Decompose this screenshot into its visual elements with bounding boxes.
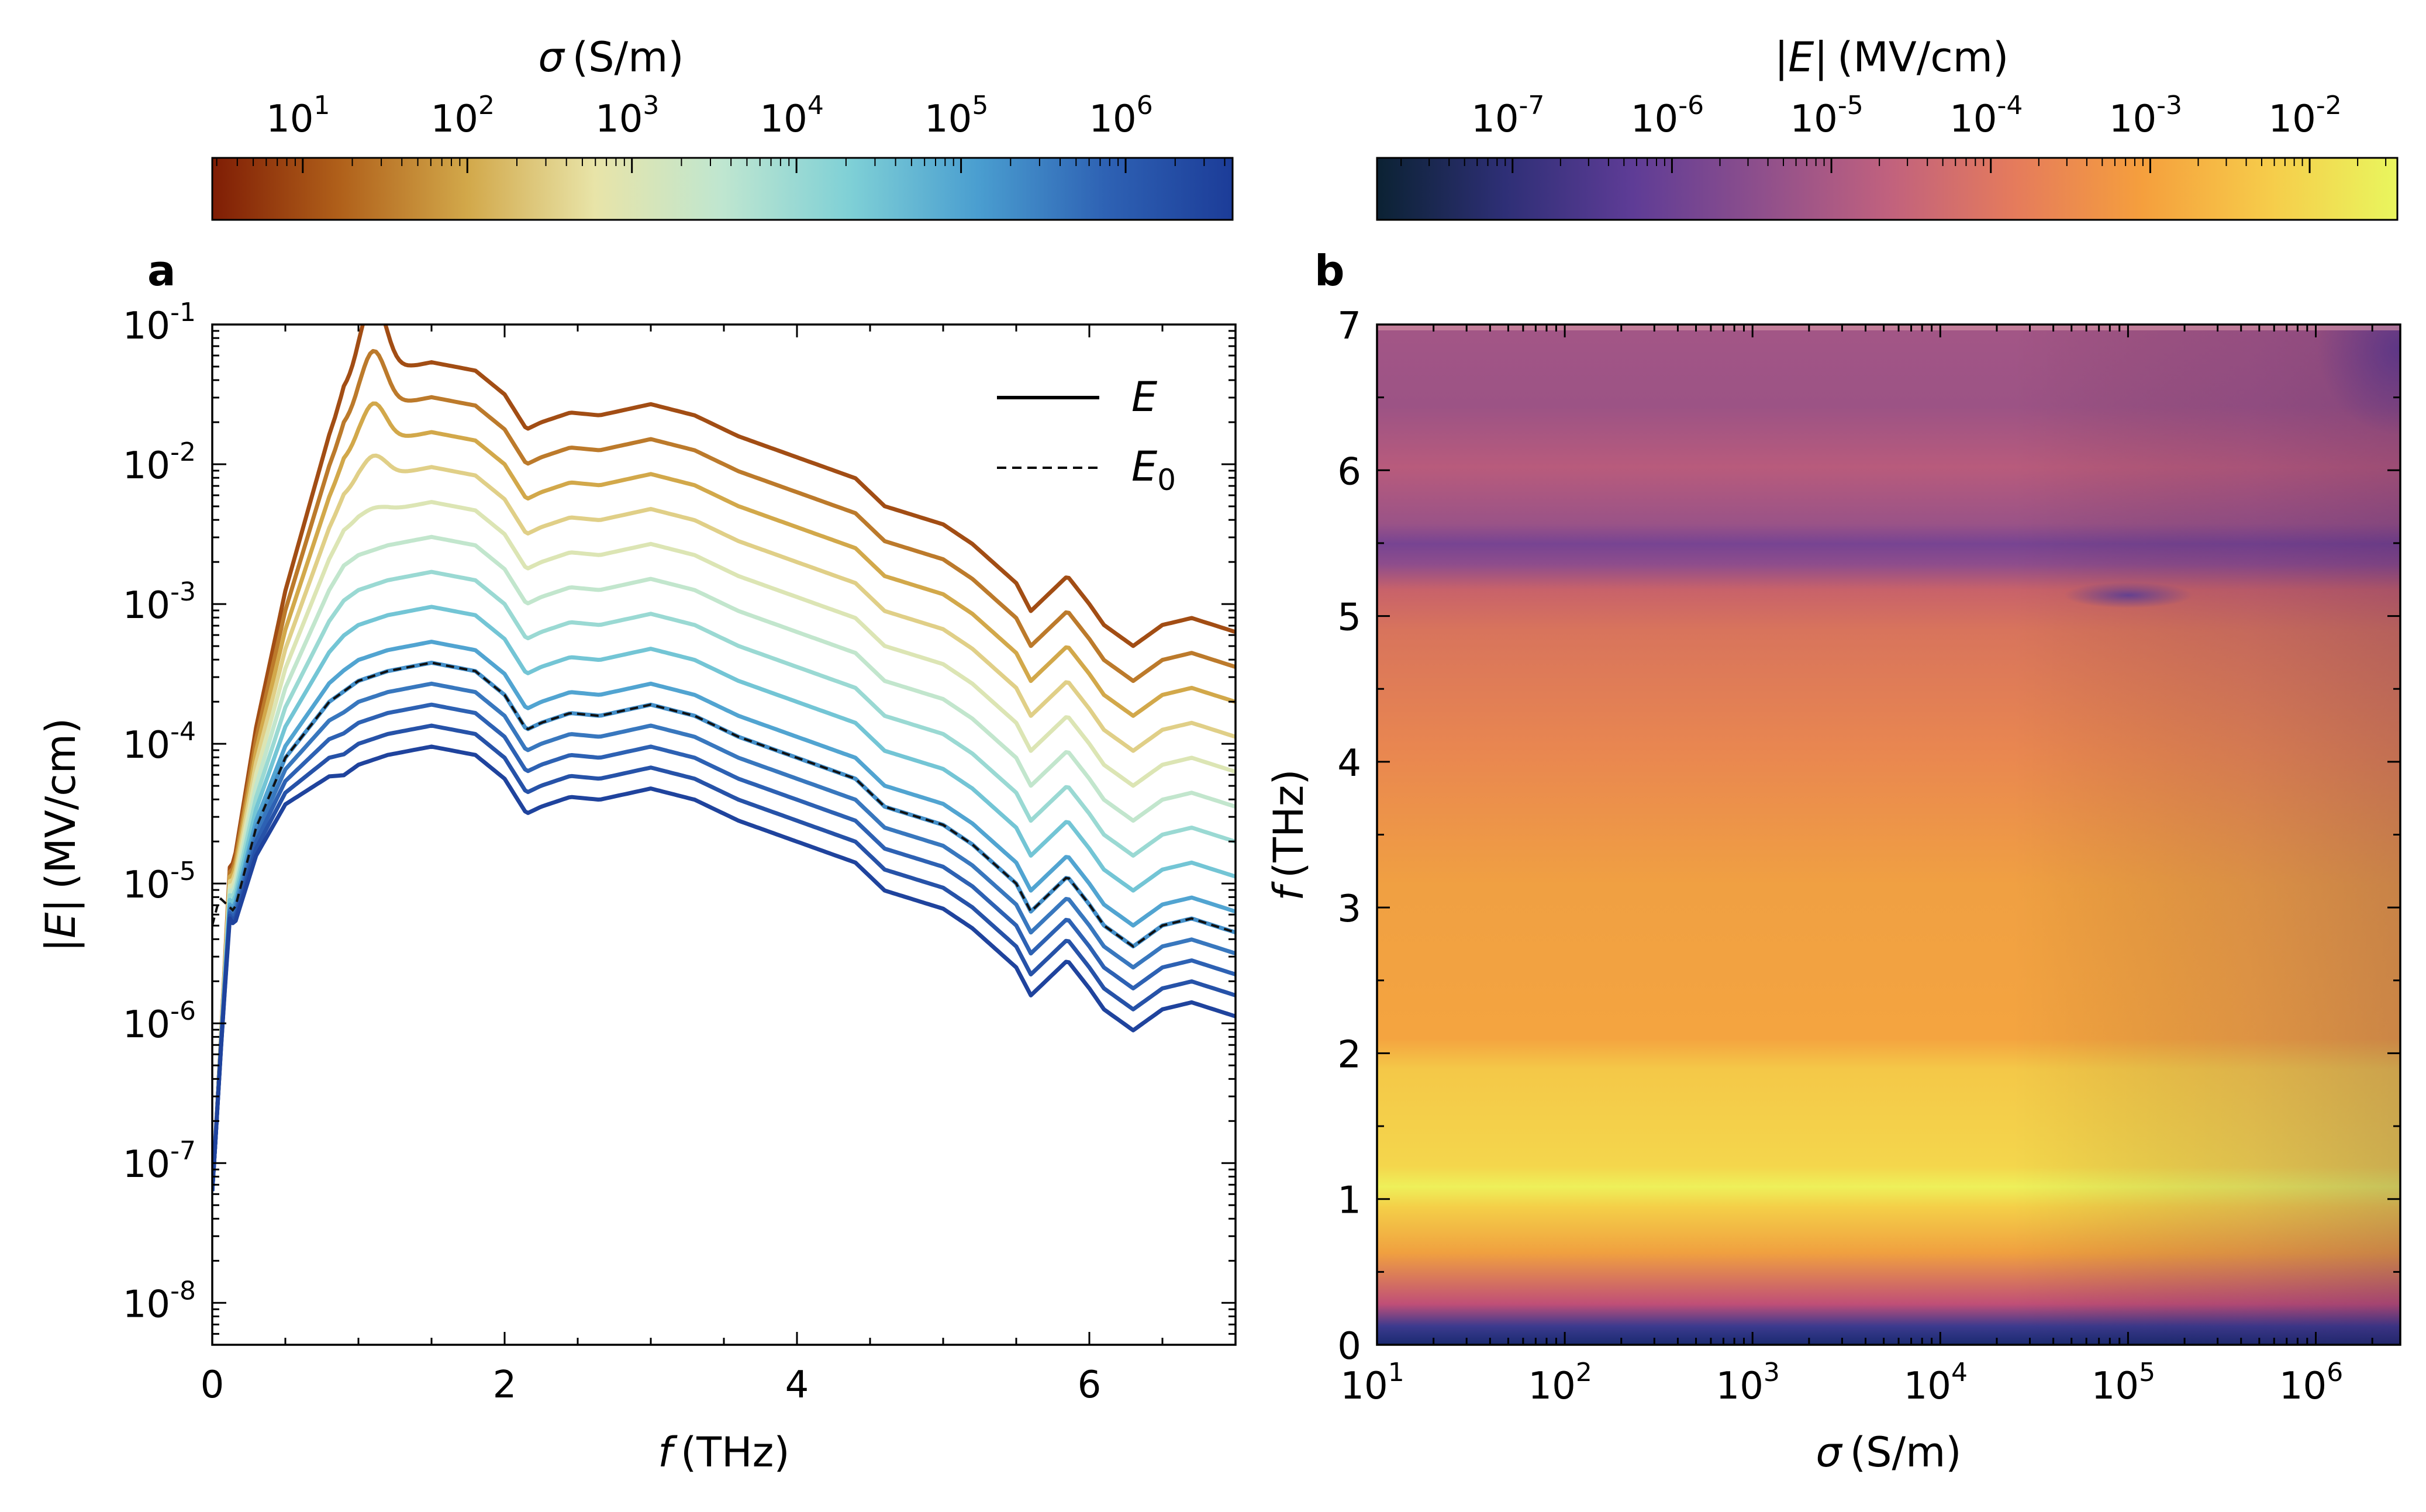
panel-a-x-label: f (THz): [658, 1428, 789, 1476]
colorbar-tick-label: 10-2: [2268, 91, 2341, 141]
colorbar-sigma-label: σ (S/m): [538, 33, 684, 81]
y-tick-label: 0: [1337, 1325, 1361, 1368]
heatmap-corner: [2163, 325, 2400, 570]
colorbar-E-ticks: [1400, 158, 2387, 173]
colorbar-sigma-ticks: [216, 158, 1226, 173]
y-tick-label: 10-7: [123, 1136, 196, 1186]
panel-b-letter: b: [1314, 246, 1345, 295]
series-line: [212, 702, 1236, 1192]
x-tick-label: 0: [201, 1363, 225, 1407]
colorbar-tick-label: 10-4: [1949, 91, 2023, 141]
colorbar-tick-label: 10-3: [2109, 91, 2182, 141]
panel-b-x-tick-labels: 101 102 103 104 105 106: [1340, 1358, 2343, 1408]
colorbar-tick-label: 102: [431, 91, 495, 141]
y-tick-label: 10-4: [123, 717, 196, 767]
series-line: [212, 500, 1236, 1192]
heatmap: [1377, 325, 2400, 1345]
colorbar-sigma-tick-labels: 101 102 103 104 105 106: [266, 91, 1153, 141]
colorbar-tick-label: 10-6: [1631, 91, 1704, 141]
y-tick-label: 5: [1337, 596, 1361, 640]
series-line: [212, 681, 1236, 1192]
panel-b-y-label: f(THz): [1265, 769, 1313, 900]
panel-b: b 101 102 103 104 105 106 0 1 2 3 4 5 6 7 σ (S/m) f(T…: [1265, 246, 2401, 1476]
colorbar-sigma: σ (S/m) 101 102 103 104 105 106: [211, 33, 1234, 221]
panel-a-frame: [211, 323, 1237, 1346]
series-line: [212, 640, 1236, 1192]
colorbar-tick-label: 105: [924, 91, 988, 141]
y-tick-label: 10-1: [123, 298, 196, 348]
colorbar-tick-label: 10-7: [1471, 91, 1544, 141]
y-tick-label: 7: [1337, 305, 1361, 348]
heatmap-spot: [2064, 582, 2193, 608]
x-tick-label: 101: [1340, 1358, 1404, 1408]
colorbar-tick-label: 104: [760, 91, 823, 141]
x-tick-label: 2: [493, 1363, 517, 1407]
legend: E E0: [997, 373, 1176, 497]
y-tick-label: 10-8: [123, 1276, 196, 1326]
colorbar-tick-label: 101: [266, 91, 330, 141]
panel-a-ticks: [211, 323, 1237, 1345]
y-tick-label: 2: [1337, 1033, 1361, 1076]
y-tick-label: 3: [1337, 888, 1361, 931]
colorbar-E-label: |E| (MV/cm): [1775, 33, 2009, 81]
series-line: [212, 569, 1236, 1192]
colorbar-tick-label: 106: [1089, 91, 1152, 141]
x-tick-label: 4: [785, 1363, 809, 1407]
series-line: [212, 534, 1236, 1192]
panel-a-y-label: |E|(MV/cm): [37, 718, 85, 952]
x-tick-label: 104: [1904, 1358, 1968, 1408]
series-line: [212, 348, 1236, 1192]
series-line: [212, 401, 1236, 1192]
colorbar-E: |E| (MV/cm) 10-7 10-6 10-5 10-4 10-3 10-2: [1376, 33, 2399, 221]
legend-label-E: E: [1131, 373, 1158, 421]
panel-b-x-label: σ (S/m): [1816, 1428, 1961, 1476]
x-tick-label: 106: [2279, 1358, 2343, 1408]
colorbar-tick-label: 10-5: [1790, 91, 1863, 141]
y-tick-label: 10-6: [123, 996, 196, 1047]
y-tick-label: 6: [1337, 450, 1361, 493]
y-tick-label: 10-5: [123, 857, 196, 907]
series-line: [212, 723, 1236, 1192]
series-line: [212, 744, 1236, 1192]
x-tick-label: 102: [1528, 1358, 1592, 1408]
y-tick-label: 4: [1337, 742, 1361, 785]
panel-b-y-tick-labels: 0 1 2 3 4 5 6 7: [1337, 305, 1361, 1368]
panel-a-letter: a: [147, 246, 176, 295]
colorbar-E-tick-labels: 10-7 10-6 10-5 10-4 10-3 10-2: [1471, 91, 2342, 141]
x-tick-label: 103: [1716, 1358, 1779, 1408]
legend-label-E0: E0: [1131, 443, 1176, 497]
colorbar-tick-label: 103: [595, 91, 659, 141]
colorbar-E-bar: [1376, 157, 2399, 221]
panel-b-ticks: [1376, 323, 2400, 1346]
panel-a-plot-area: [212, 325, 1236, 1192]
x-tick-label: 6: [1078, 1363, 1102, 1407]
colorbar-sigma-bar: [211, 157, 1234, 221]
reference-E0-line: [212, 661, 1236, 948]
x-tick-label: 105: [2092, 1358, 2155, 1408]
heatmap-top-edge: [1377, 325, 2400, 330]
y-tick-label: 1: [1337, 1179, 1361, 1223]
series-line: [212, 605, 1236, 1192]
series-line: [212, 453, 1236, 1192]
series-line: [212, 325, 1236, 1192]
panel-a-x-tick-labels: 0 2 4 6: [201, 1363, 1102, 1407]
y-tick-label: 10-3: [123, 577, 196, 627]
y-tick-label: 10-2: [123, 437, 196, 488]
panel-a-y-tick-labels: 10-8 10-7 10-6 10-5 10-4 10-3 10-2 10-1: [123, 298, 196, 1326]
